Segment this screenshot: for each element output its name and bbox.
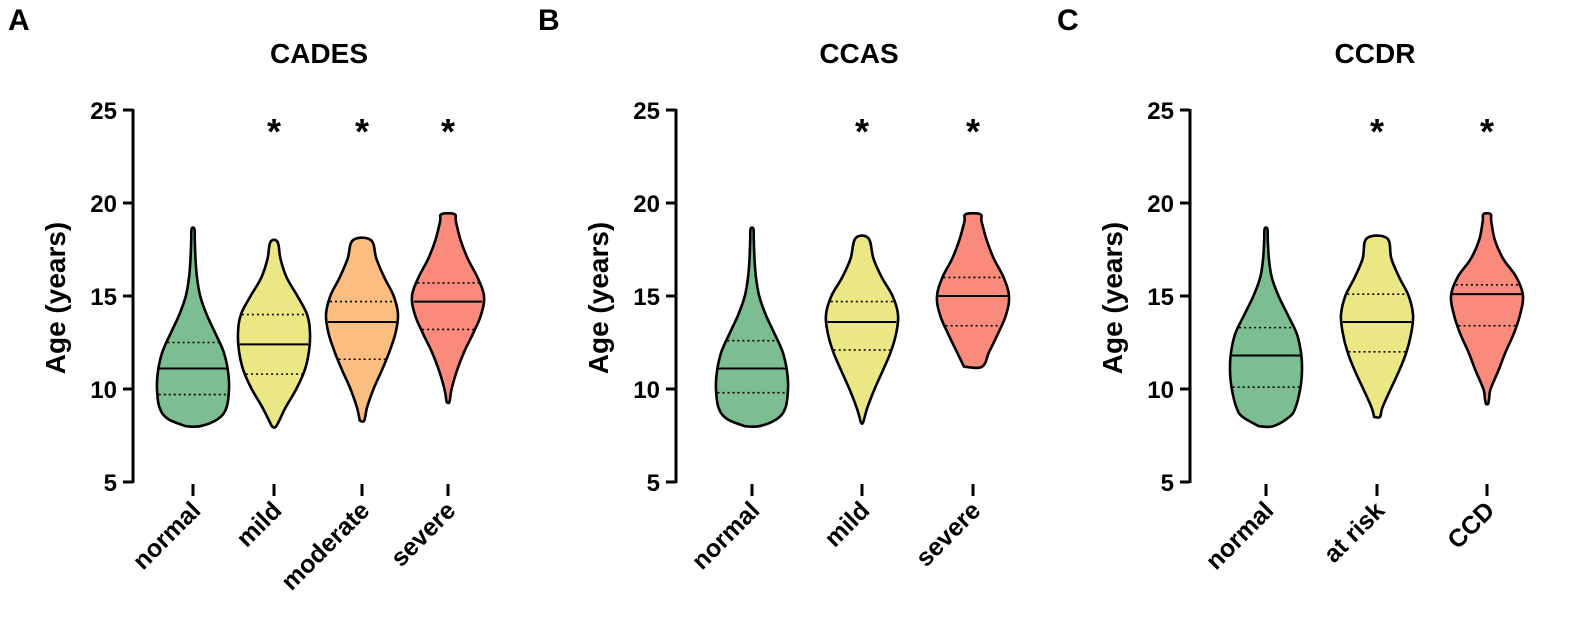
- significance-star: *: [355, 111, 369, 152]
- xtick-label: severe: [385, 496, 461, 572]
- violin-body: [324, 236, 400, 423]
- panel-b-ytick-label: 5: [647, 470, 660, 497]
- panel-c-ytick-label: 10: [1147, 377, 1174, 404]
- panel-c-ytick-label: 15: [1147, 284, 1174, 311]
- xtick-label: CCD: [1442, 496, 1500, 554]
- xtick-label: mild: [231, 496, 287, 552]
- violin-severe: [410, 211, 486, 405]
- violin-ccd: [1449, 211, 1525, 406]
- violin-severe: [935, 211, 1011, 370]
- violin-mild: [824, 234, 900, 425]
- panel-b: B CCAS Age (years) 5 10 15 20 25 normal mild * seve…: [538, 4, 1011, 575]
- panel-c-letter: C: [1057, 4, 1079, 37]
- violin-normal: [1228, 226, 1304, 429]
- xtick-label: mild: [819, 496, 875, 552]
- panel-c-ytick-label: 5: [1161, 470, 1174, 497]
- violin-at-risk: [1339, 234, 1415, 419]
- panel-b-ytick-label: 25: [633, 98, 660, 125]
- significance-star: *: [1370, 111, 1384, 152]
- violin-body: [935, 211, 1011, 370]
- violin-mild: [236, 238, 312, 429]
- panel-c-title: CCDR: [1335, 38, 1416, 69]
- panel-c-ytick-label: 25: [1147, 98, 1174, 125]
- panel-a-ylabel: Age (years): [40, 222, 71, 375]
- panel-a-ytick-label: 10: [90, 377, 117, 404]
- panel-c: C CCDR Age (years) 5 10 15 20 25 normal at risk * C…: [1057, 4, 1525, 575]
- panel-b-letter: B: [538, 4, 560, 37]
- violin-body: [155, 226, 231, 429]
- panel-b-ytick-label: 10: [633, 377, 660, 404]
- violin-body: [824, 234, 900, 425]
- xtick-label: moderate: [276, 496, 375, 595]
- panel-b-ylabel: Age (years): [583, 222, 614, 375]
- panel-a-title: CADES: [270, 38, 368, 69]
- panel-c-ylabel: Age (years): [1097, 222, 1128, 375]
- panel-a-ytick-label: 15: [90, 284, 117, 311]
- significance-star: *: [267, 111, 281, 152]
- panel-c-ytick-label: 20: [1147, 191, 1174, 218]
- xtick-label: normal: [1200, 496, 1279, 575]
- violin-body: [1449, 211, 1525, 406]
- significance-star: *: [441, 111, 455, 152]
- xtick-label: normal: [686, 496, 765, 575]
- panel-a-ytick-label: 5: [104, 470, 117, 497]
- significance-star: *: [966, 111, 980, 152]
- panel-a: A CADES Age (years) 5 10 15 20 25 normal mild * mod…: [8, 4, 486, 596]
- violin-normal: [714, 226, 790, 429]
- panel-b-ytick-label: 15: [633, 284, 660, 311]
- panel-a-letter: A: [8, 4, 30, 37]
- violin-body: [714, 226, 790, 429]
- xtick-label: severe: [910, 496, 986, 572]
- significance-star: *: [1480, 111, 1494, 152]
- significance-star: *: [855, 111, 869, 152]
- xtick-label: at risk: [1318, 496, 1390, 568]
- violin-normal: [155, 226, 231, 429]
- panel-b-ytick-label: 20: [633, 191, 660, 218]
- panel-a-ytick-label: 20: [90, 191, 117, 218]
- violin-moderate: [324, 236, 400, 423]
- violin-body: [1339, 234, 1415, 419]
- violin-body: [410, 211, 486, 405]
- xtick-label: normal: [127, 496, 206, 575]
- panel-a-ytick-label: 25: [90, 98, 117, 125]
- panel-b-title: CCAS: [819, 38, 898, 69]
- violin-body: [236, 238, 312, 429]
